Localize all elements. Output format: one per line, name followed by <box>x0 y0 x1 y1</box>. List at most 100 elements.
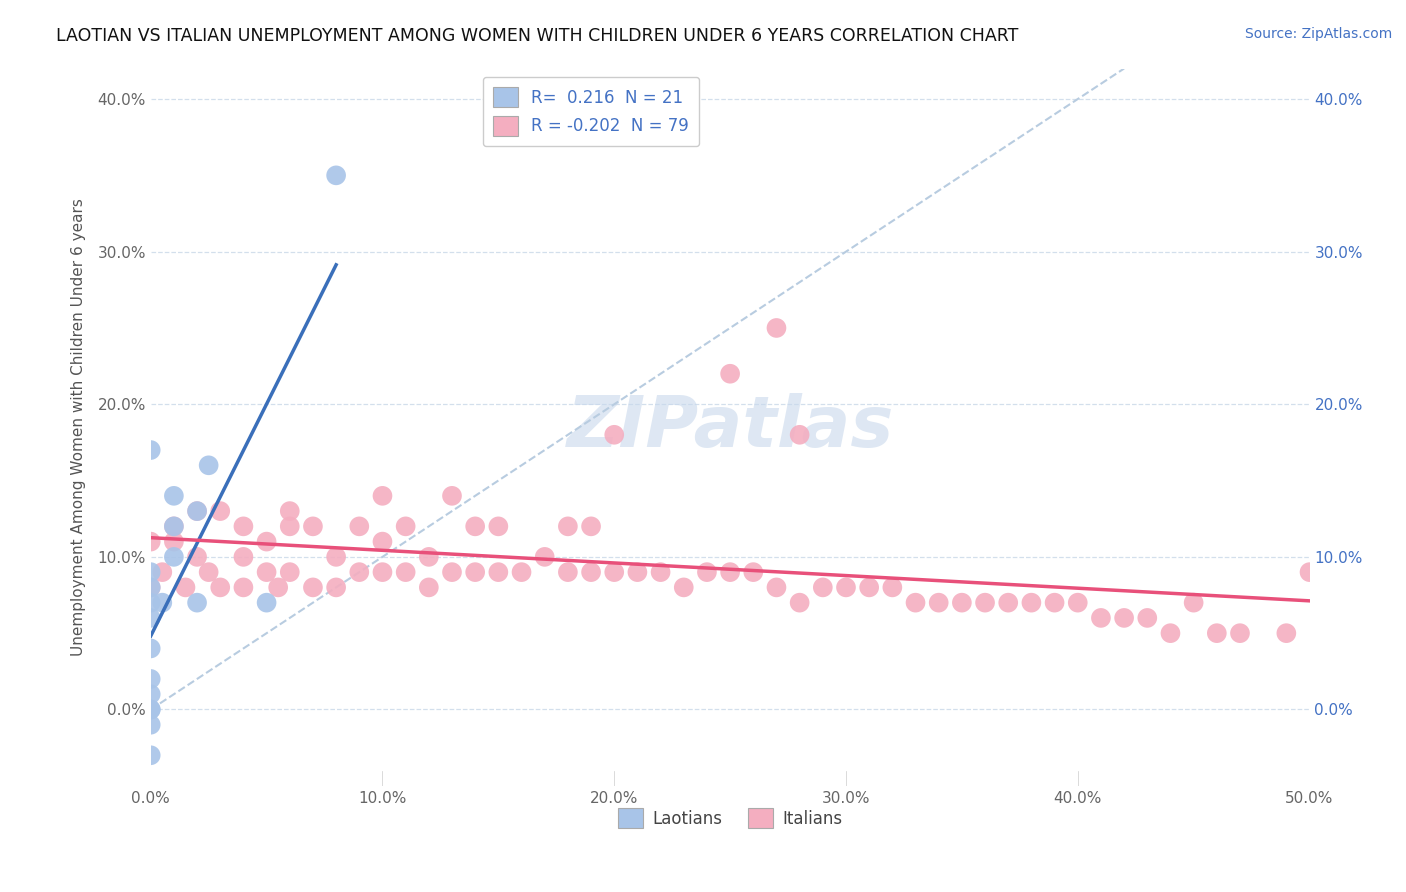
Point <box>533 549 555 564</box>
Point <box>302 581 325 595</box>
Point <box>626 565 648 579</box>
Point <box>486 565 509 579</box>
Point <box>418 549 440 564</box>
Point <box>232 549 254 564</box>
Point <box>486 519 509 533</box>
Point <box>256 565 278 579</box>
Point <box>139 717 162 731</box>
Point <box>197 565 219 579</box>
Point <box>835 581 858 595</box>
Point <box>1182 596 1205 610</box>
Point <box>1090 611 1112 625</box>
Point <box>186 596 208 610</box>
Point <box>174 581 197 595</box>
Point <box>1275 626 1298 640</box>
Point <box>267 581 290 595</box>
Point <box>256 596 278 610</box>
Point <box>1136 611 1159 625</box>
Point <box>557 565 579 579</box>
Point <box>765 321 787 335</box>
Point <box>139 611 162 625</box>
Point <box>232 581 254 595</box>
Point <box>1021 596 1043 610</box>
Point <box>603 427 626 442</box>
Point <box>1043 596 1066 610</box>
Point <box>139 748 162 763</box>
Point <box>1298 565 1320 579</box>
Point <box>325 581 347 595</box>
Point <box>139 596 162 610</box>
Point <box>1114 611 1136 625</box>
Point <box>1067 596 1090 610</box>
Point <box>278 519 301 533</box>
Point <box>882 581 904 595</box>
Point <box>718 367 741 381</box>
Point <box>139 581 162 595</box>
Point <box>256 534 278 549</box>
Point <box>440 489 463 503</box>
Point <box>325 169 347 183</box>
Point <box>742 565 765 579</box>
Point <box>974 596 997 610</box>
Point <box>371 489 394 503</box>
Point <box>349 519 371 533</box>
Point <box>603 565 626 579</box>
Point <box>139 672 162 686</box>
Y-axis label: Unemployment Among Women with Children Under 6 years: Unemployment Among Women with Children U… <box>72 198 86 657</box>
Point <box>950 596 973 610</box>
Point <box>1159 626 1181 640</box>
Point <box>209 581 232 595</box>
Point <box>139 702 162 716</box>
Point <box>811 581 834 595</box>
Point <box>650 565 672 579</box>
Point <box>186 504 208 518</box>
Point <box>349 565 371 579</box>
Point <box>278 504 301 518</box>
Point <box>789 427 811 442</box>
Legend: Laotians, Italians: Laotians, Italians <box>610 801 849 835</box>
Point <box>904 596 927 610</box>
Point <box>163 534 186 549</box>
Point <box>418 581 440 595</box>
Point <box>278 565 301 579</box>
Point <box>765 581 787 595</box>
Point <box>186 504 208 518</box>
Point <box>232 519 254 533</box>
Point <box>395 565 418 579</box>
Point <box>163 489 186 503</box>
Point <box>150 565 173 579</box>
Point <box>718 565 741 579</box>
Point <box>139 443 162 458</box>
Point <box>139 581 162 595</box>
Point <box>440 565 463 579</box>
Point <box>395 519 418 533</box>
Point <box>139 702 162 716</box>
Point <box>163 549 186 564</box>
Text: ZIPatlas: ZIPatlas <box>567 392 894 462</box>
Point <box>371 534 394 549</box>
Point <box>209 504 232 518</box>
Point <box>997 596 1019 610</box>
Point <box>139 534 162 549</box>
Point <box>510 565 533 579</box>
Point <box>302 519 325 533</box>
Point <box>789 596 811 610</box>
Point <box>557 519 579 533</box>
Point <box>139 687 162 701</box>
Point <box>197 458 219 473</box>
Point <box>928 596 950 610</box>
Point <box>464 519 486 533</box>
Point <box>1205 626 1227 640</box>
Point <box>1229 626 1251 640</box>
Point <box>163 519 186 533</box>
Point <box>371 565 394 579</box>
Text: LAOTIAN VS ITALIAN UNEMPLOYMENT AMONG WOMEN WITH CHILDREN UNDER 6 YEARS CORRELAT: LAOTIAN VS ITALIAN UNEMPLOYMENT AMONG WO… <box>56 27 1018 45</box>
Point <box>672 581 695 595</box>
Text: Source: ZipAtlas.com: Source: ZipAtlas.com <box>1244 27 1392 41</box>
Point <box>163 519 186 533</box>
Point <box>858 581 880 595</box>
Point <box>139 565 162 579</box>
Point <box>464 565 486 579</box>
Point <box>150 596 173 610</box>
Point <box>579 565 602 579</box>
